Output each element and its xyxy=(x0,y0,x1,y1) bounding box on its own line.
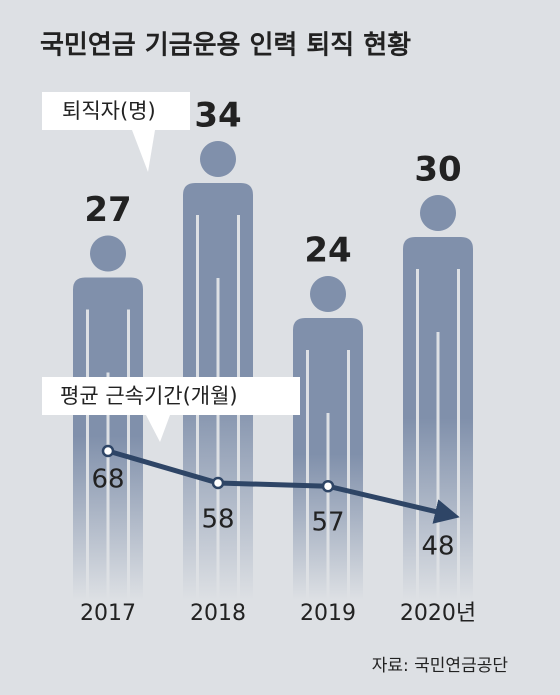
leg-gap xyxy=(216,278,220,600)
value-label: 48 xyxy=(421,532,454,562)
value-label: 24 xyxy=(304,231,351,271)
leg-gap xyxy=(436,332,440,600)
legend-line: 평균 근속기간(개월) xyxy=(42,377,300,442)
line-marker xyxy=(321,479,335,493)
arm-gap xyxy=(306,350,309,600)
chart-title: 국민연금 기금운용 인력 퇴직 현황 xyxy=(40,31,411,61)
callout-box xyxy=(42,377,300,442)
legend-label: 퇴직자(명) xyxy=(62,99,156,123)
callout-box xyxy=(42,92,190,172)
line-marker xyxy=(211,476,225,490)
x-tick-label: 2020년 xyxy=(400,601,476,626)
value-label: 58 xyxy=(201,505,234,535)
value-label: 34 xyxy=(194,96,241,136)
line xyxy=(107,448,460,524)
x-tick-label: 2018 xyxy=(190,601,246,626)
arm-gap xyxy=(416,269,419,600)
arm-gap xyxy=(86,309,89,600)
value-label: 68 xyxy=(91,465,124,495)
leg-gap xyxy=(326,413,330,600)
value-label: 30 xyxy=(414,150,461,190)
x-tick-label: 2017 xyxy=(80,601,136,626)
legend-label: 평균 근속기간(개월) xyxy=(60,384,238,408)
source: 자료: 국민연금공단 xyxy=(372,656,509,676)
legend-bar: 퇴직자(명) xyxy=(42,92,190,172)
arm-gap xyxy=(347,350,350,600)
value-label: 27 xyxy=(84,190,131,230)
x-tick-label: 2019 xyxy=(300,601,356,626)
leg-gap xyxy=(106,372,110,600)
value-label: 57 xyxy=(311,508,344,538)
arm-gap xyxy=(457,269,460,600)
line-marker xyxy=(101,444,115,458)
